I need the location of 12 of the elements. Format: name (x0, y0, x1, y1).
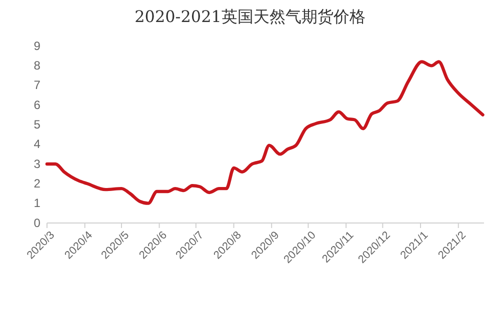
y-tick-label: 5 (34, 118, 41, 132)
y-tick-label: 7 (34, 78, 41, 92)
y-tick-label: 6 (34, 98, 41, 112)
y-tick-label: 0 (34, 216, 41, 230)
y-tick-label: 3 (34, 156, 41, 171)
y-tick-label: 8 (34, 58, 41, 73)
chart-title: 2020-2021英国天然气期货价格 (134, 7, 366, 26)
y-tick-label: 2 (34, 176, 41, 191)
y-tick-label: 4 (34, 137, 41, 152)
y-tick-label: 1 (34, 196, 41, 210)
line-series (45, 60, 484, 205)
y-tick-label: 9 (34, 38, 41, 53)
